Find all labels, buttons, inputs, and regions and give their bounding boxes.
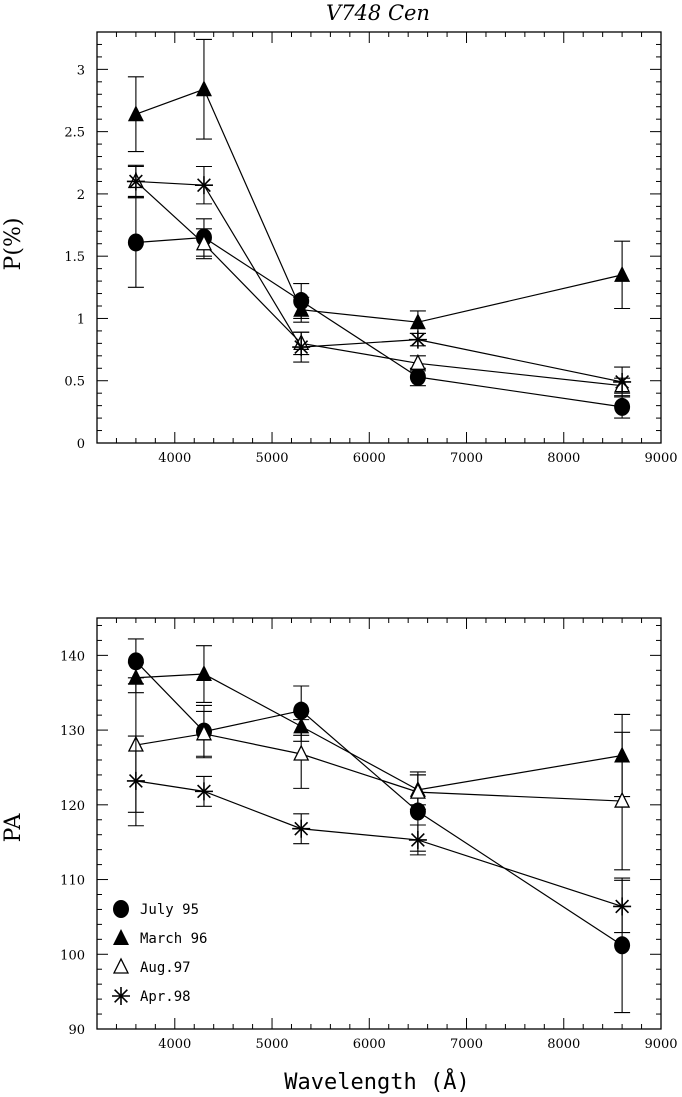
top-data-point [292, 338, 311, 357]
bottom-data-point [614, 791, 631, 808]
bottom-data-point [409, 802, 426, 821]
legend-marker [113, 929, 129, 945]
bottom-y-tick-label: 90 [68, 1023, 85, 1038]
top-data-point [126, 172, 145, 191]
legend-marker [113, 900, 129, 918]
top-series-line [135, 181, 623, 387]
top-data-point [409, 367, 426, 386]
bottom-data-point [293, 701, 310, 720]
top-x-tick-label: 6000 [353, 451, 386, 466]
bottom-data-point [194, 782, 213, 801]
top-data-point [195, 234, 213, 251]
bottom-data-point [614, 936, 631, 955]
bottom-x-tick-label: 7000 [450, 1037, 483, 1052]
top-series-line [135, 88, 623, 323]
bottom-series-apr-98 [126, 735, 632, 934]
top-y-tick-label: 2 [77, 188, 85, 203]
top-y-axis-label: P(%) [1, 218, 26, 271]
bottom-y-tick-label: 110 [60, 874, 85, 889]
bottom-y-tick-label: 140 [60, 649, 85, 664]
bottom-y-axis-label: PA [1, 813, 26, 843]
bottom-x-tick-label: 4000 [158, 1037, 191, 1052]
bottom-data-point [292, 819, 311, 838]
legend-entry: March 96 [113, 929, 207, 947]
bottom-plot-position-angle: 4000 5000 6000 7000 8000 9000 90 100 110 120 130 14… [60, 617, 678, 1052]
top-x-tick-label: 9000 [644, 451, 677, 466]
top-series-aug-97 [127, 165, 631, 394]
top-data-point [293, 300, 310, 317]
top-series-july-95 [127, 197, 631, 419]
top-plot-frame [96, 31, 662, 444]
bottom-data-point [293, 744, 310, 761]
legend-label: Aug.97 [140, 960, 191, 976]
legend-entry: July 95 [113, 900, 199, 918]
legend: July 95 March 96 Aug.97 Apr.98 [112, 900, 207, 1005]
legend-entry: Apr.98 [112, 987, 191, 1005]
top-data-point [195, 80, 212, 97]
top-y-tick-label: 0 [77, 437, 85, 452]
bottom-y-tick-label: 120 [60, 799, 85, 814]
legend-entry: Aug.97 [112, 957, 191, 976]
top-x-tick-label: 5000 [255, 451, 288, 466]
top-y-tick-label: 3 [77, 63, 85, 78]
bottom-x-tick-label: 8000 [547, 1037, 580, 1052]
top-data-point [127, 233, 144, 252]
bottom-y-tick-label: 130 [60, 724, 85, 739]
bottom-series-line [135, 780, 623, 908]
top-series-line [135, 236, 623, 408]
bottom-data-point [127, 668, 144, 685]
top-x-tick-label: 4000 [158, 451, 191, 466]
legend-label: July 95 [140, 902, 199, 918]
bottom-series-july-95 [127, 638, 631, 1014]
top-y-tick-label: 1.5 [64, 250, 85, 265]
top-data-point [127, 105, 144, 122]
top-chart-title: V748 Cen [326, 1, 430, 25]
top-data-point [409, 313, 426, 330]
bottom-x-tick-label: 6000 [353, 1037, 386, 1052]
top-y-tick-label: 2.5 [64, 126, 85, 141]
bottom-data-point [409, 782, 426, 799]
x-axis-label: Wavelength (Å) [284, 1068, 469, 1095]
legend-marker [112, 987, 130, 1005]
top-x-tick-label: 8000 [547, 451, 580, 466]
top-data-point [409, 353, 426, 370]
top-series-apr-98 [126, 164, 632, 398]
bottom-y-tick-label: 100 [60, 948, 85, 963]
top-data-point [408, 330, 427, 349]
bottom-data-point [126, 771, 145, 790]
bottom-series-aug-97 [127, 677, 631, 871]
top-data-point [613, 372, 632, 391]
top-data-point [614, 397, 631, 416]
top-x-tick-label: 7000 [450, 451, 483, 466]
top-y-tick-label: 1 [77, 312, 85, 327]
legend-label: March 96 [140, 931, 207, 947]
legend-marker [112, 957, 130, 974]
bottom-data-point [613, 897, 632, 916]
top-data-point [194, 176, 213, 195]
bottom-plot-frame [96, 617, 662, 1030]
top-data-point [614, 265, 631, 282]
bottom-data-point [195, 724, 213, 741]
top-plot-polarization: 4000 5000 6000 7000 8000 9000 0 0.5 1 1.5 2 2.5 3 [64, 31, 678, 466]
bottom-x-tick-label: 5000 [255, 1037, 288, 1052]
bottom-series-line [135, 660, 623, 946]
bottom-data-point [195, 665, 212, 682]
legend-label: Apr.98 [140, 989, 191, 1005]
top-y-tick-label: 0.5 [64, 375, 85, 390]
bottom-x-tick-label: 9000 [644, 1037, 677, 1052]
bottom-data-point [127, 652, 144, 671]
bottom-data-point [408, 830, 427, 849]
